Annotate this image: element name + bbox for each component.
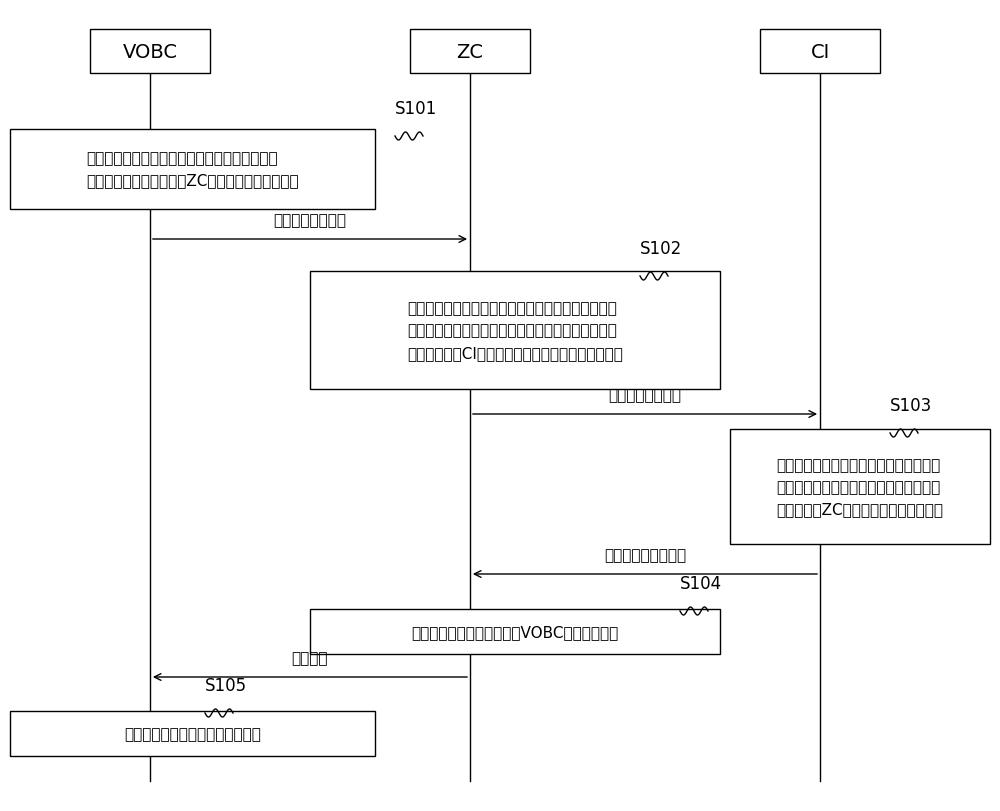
Text: 根据区段的跳跃锁闭状态向VOBC发送跳跃授权: 根据区段的跳跃锁闭状态向VOBC发送跳跃授权 (411, 624, 619, 639)
Bar (10, 130, 375, 210)
Text: VOBC: VOBC (122, 42, 178, 62)
Text: ZC: ZC (456, 42, 484, 62)
Bar (730, 430, 990, 544)
Bar (310, 272, 720, 389)
Bar (310, 609, 720, 654)
Text: 根据跳跃授权，控制列车向后跳跃: 根据跳跃授权，控制列车向后跳跃 (124, 726, 261, 741)
Text: 检测到列车停车过标且符合向后跳跃的条件下，
向列车所在的区域控制器ZC发送向后跳跃请求信息: 检测到列车停车过标且符合向后跳跃的条件下， 向列车所在的区域控制器ZC发送向后跳… (86, 151, 299, 188)
Text: 根据跳跃锁闭请求，确定预跳跃锁闭区段
的状态是否符合执行跳跃锁闭的条件，若
符合，则向ZC发送区段的跳跃锁闭状态: 根据跳跃锁闭请求，确定预跳跃锁闭区段 的状态是否符合执行跳跃锁闭的条件，若 符合… (776, 457, 944, 517)
Text: S103: S103 (890, 397, 932, 414)
Text: 区段的跳跃锁闭状态: 区段的跳跃锁闭状态 (604, 547, 686, 562)
Text: S105: S105 (205, 676, 247, 694)
Text: CI: CI (810, 42, 830, 62)
Text: S101: S101 (395, 100, 437, 118)
Bar (10, 711, 375, 756)
Text: 向后跳跃请求信息: 向后跳跃请求信息 (608, 388, 682, 402)
Bar (90, 30, 210, 74)
Text: 根据向后跳跃请求信息，确定位于列车后方且与列车
最近的预跳跃锁闭区段是否符合跳跃锁闭条件，若符
合，则向联锁CI发送预跳跃锁闭区段的跳跃锁闭请求: 根据向后跳跃请求信息，确定位于列车后方且与列车 最近的预跳跃锁闭区段是否符合跳跃… (407, 301, 623, 360)
Text: 跳跃授权: 跳跃授权 (292, 650, 328, 665)
Text: S104: S104 (680, 574, 722, 592)
Bar (760, 30, 880, 74)
Bar (410, 30, 530, 74)
Text: S102: S102 (640, 240, 682, 258)
Text: 向后跳跃请求信息: 向后跳跃请求信息 (274, 212, 347, 228)
